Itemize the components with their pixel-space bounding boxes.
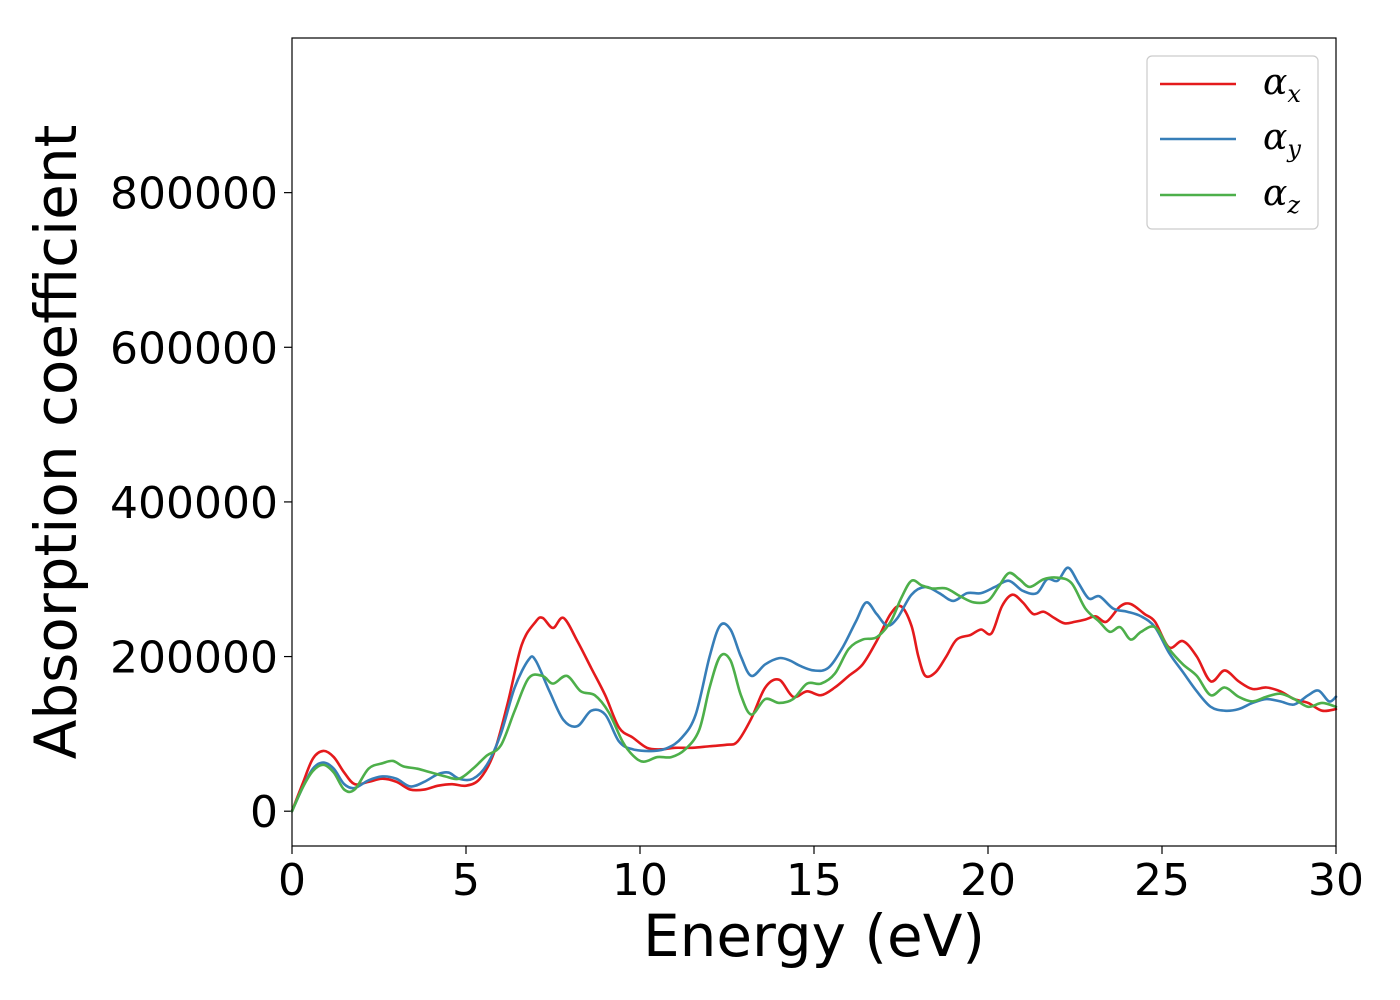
series-line-z [290, 571, 1338, 813]
legend-box [1146, 55, 1319, 230]
series-line-x [290, 593, 1338, 813]
y-tick-label: 200000 [110, 633, 278, 684]
x-tick-label: 0 [278, 855, 306, 906]
x-tick-label: 25 [1134, 855, 1190, 906]
x-axis-title: Energy (eV) [643, 902, 985, 970]
x-tick-label: 10 [612, 855, 668, 906]
plot-frame [291, 37, 1337, 847]
y-tick-label: 800000 [110, 169, 278, 220]
x-axis-ticks: 0 5 10 15 20 25 30 [278, 846, 1364, 906]
x-tick-label: 20 [960, 855, 1016, 906]
y-tick-label: 0 [250, 787, 278, 838]
x-tick-label: 15 [786, 855, 842, 906]
legend: αx αy αz [1146, 55, 1319, 230]
legend-label-x: αx [1263, 62, 1301, 108]
x-tick-label: 30 [1308, 855, 1364, 906]
y-tick-label: 600000 [110, 323, 278, 374]
series-line-y [290, 566, 1338, 813]
legend-entries: αx αy αz [1160, 62, 1301, 219]
x-tick-label: 5 [452, 855, 480, 906]
legend-label-z: αz [1263, 173, 1300, 219]
y-tick-label: 400000 [110, 478, 278, 529]
series-lines [290, 566, 1338, 813]
y-axis-ticks: 0 200000 400000 600000 800000 [110, 169, 292, 838]
y-axis-title: Absorption coefficient [22, 125, 90, 760]
legend-label-y: αy [1263, 117, 1301, 163]
